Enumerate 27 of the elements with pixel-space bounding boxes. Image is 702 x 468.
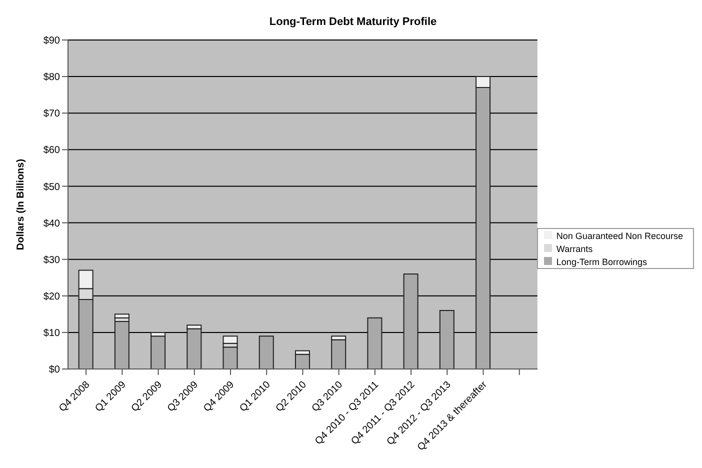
bar: [403, 273, 418, 369]
bar: [114, 320, 130, 369]
bar: [258, 336, 274, 369]
legend-label: Warrants: [556, 244, 593, 254]
y-axis-title: Dollars (In Billions): [16, 158, 27, 250]
bar: [222, 346, 238, 369]
bar: [150, 336, 166, 369]
y-tick-label: $80: [43, 72, 60, 84]
bar: [114, 314, 130, 318]
bar: [331, 339, 346, 369]
y-tick-label: $60: [43, 145, 60, 156]
bar: [294, 354, 310, 369]
y-tick-label: $70: [43, 108, 60, 120]
y-tick-label: $50: [43, 182, 60, 193]
chart-title: Long-Term Debt Maturity Profile: [268, 15, 438, 30]
legend-label: Long-Term Borrowings: [556, 257, 647, 267]
legend-label: Non Guaranteed Non Recourse: [556, 231, 683, 241]
bar: [186, 328, 202, 369]
y-tick-label: $40: [43, 218, 60, 230]
bar: [439, 310, 454, 369]
y-tick-label: $30: [43, 254, 60, 266]
y-tick-label: $90: [43, 36, 60, 47]
y-tick-label: $20: [43, 291, 60, 302]
y-tick-label: $0: [48, 364, 60, 376]
y-tick-label: $10: [43, 328, 60, 339]
bar: [367, 317, 382, 369]
bar: [222, 336, 238, 344]
